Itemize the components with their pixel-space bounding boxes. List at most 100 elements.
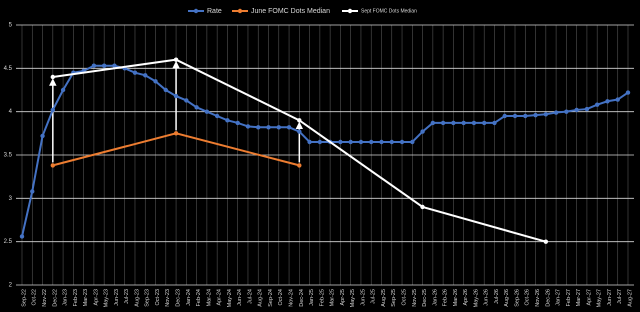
point (204, 109, 210, 114)
point (379, 139, 384, 145)
x-tick-label: Jun-23 (114, 289, 120, 306)
point (317, 139, 323, 145)
x-tick-label: Nov-25 (412, 289, 418, 307)
y-tick-label: 4.5 (4, 66, 13, 72)
point (440, 120, 446, 126)
point (50, 107, 56, 113)
x-tick-label: Feb-23 (73, 289, 79, 306)
point (297, 129, 302, 134)
x-tick-label: Jul-27 (617, 289, 623, 304)
x-tick-label: Apr-25 (340, 289, 346, 306)
point (50, 163, 56, 168)
x-tick-label: Oct-22 (32, 289, 38, 306)
x-tick-label: Mar-23 (83, 289, 89, 306)
point (173, 57, 179, 62)
point (369, 139, 374, 145)
x-tick-label: Nov-24 (289, 289, 295, 307)
x-tick-label: Jul-26 (494, 289, 500, 304)
point (101, 63, 107, 68)
point (461, 120, 466, 126)
x-tick-label: Dec-22 (52, 289, 58, 307)
x-tick-label: Mar-26 (453, 289, 459, 306)
x-tick-label: Jun-24 (237, 289, 243, 306)
point (163, 87, 168, 93)
point (40, 133, 45, 139)
x-tick-label: Jun-26 (484, 289, 490, 306)
point (153, 79, 158, 84)
point (451, 120, 456, 126)
x-tick-label: Sep-23 (145, 289, 151, 307)
point (19, 234, 25, 239)
legend-label: Rate (207, 8, 222, 15)
point (225, 118, 230, 123)
point (256, 125, 261, 130)
point (112, 63, 117, 68)
x-tick-label: Oct-26 (525, 289, 531, 306)
x-tick-label: Sep-26 (514, 289, 520, 307)
point (132, 70, 138, 75)
legend-label: Sept FOMC Dots Median (361, 8, 417, 14)
x-tick-label: Aug-24 (258, 289, 264, 307)
x-tick-label: Jul-25 (371, 289, 377, 304)
x-tick-label: Jan-25 (309, 289, 315, 306)
y-tick-label: 5 (9, 23, 13, 29)
y-tick-label: 3 (9, 196, 13, 202)
point (173, 131, 179, 136)
point (605, 99, 610, 104)
x-tick-label: Nov-22 (42, 289, 48, 307)
point (194, 105, 199, 110)
point (297, 118, 302, 123)
point (389, 139, 394, 145)
x-tick-label: May-23 (104, 289, 110, 307)
point (235, 120, 240, 126)
x-tick-label: Feb-27 (566, 289, 572, 306)
legend-marker (193, 8, 199, 14)
point (286, 125, 292, 130)
point (502, 113, 507, 119)
point (91, 63, 97, 68)
point (471, 120, 477, 126)
point (420, 204, 425, 210)
x-tick-label: Apr-26 (463, 289, 469, 306)
point (276, 125, 281, 130)
x-tick-label: Jun-25 (360, 289, 366, 306)
x-tick-label: Jul-23 (124, 289, 130, 304)
point (512, 113, 518, 119)
point (615, 97, 620, 102)
point (584, 106, 590, 112)
point (266, 125, 271, 130)
x-tick-label: Dec-23 (176, 289, 182, 307)
x-tick-label: May-24 (227, 289, 233, 307)
x-tick-label: Dec-26 (545, 289, 551, 307)
x-tick-label: Apr-23 (93, 289, 99, 306)
x-tick-label: Aug-27 (627, 289, 633, 307)
x-tick-label: Jan-23 (63, 289, 69, 306)
x-tick-label: May-27 (597, 289, 603, 307)
point (523, 113, 528, 119)
x-tick-label: Aug-26 (504, 289, 510, 307)
point (30, 189, 35, 194)
x-tick-label: Nov-26 (535, 289, 541, 307)
point (574, 107, 579, 113)
x-tick-label: Jan-27 (556, 289, 562, 306)
x-tick-label: Sep-25 (391, 289, 397, 307)
x-tick-label: Sep-22 (21, 289, 27, 307)
x-tick-label: Mar-27 (576, 289, 582, 306)
series-line (21, 64, 629, 237)
x-tick-label: Jan-24 (186, 289, 192, 306)
x-tick-label: Oct-25 (401, 289, 407, 306)
point (543, 112, 549, 117)
legend-marker (237, 8, 243, 14)
x-tick-label: Feb-26 (443, 289, 449, 306)
x-tick-label: May-26 (473, 289, 479, 307)
x-tick-label: Nov-23 (165, 289, 171, 307)
point (60, 87, 66, 93)
point (492, 120, 497, 126)
point (430, 120, 436, 126)
point (214, 113, 220, 119)
point (533, 112, 538, 118)
point (338, 139, 343, 145)
x-tick-label: Aug-23 (134, 289, 140, 307)
legend-label: June FOMC Dots Median (251, 8, 330, 15)
y-tick-label: 3.5 (4, 153, 13, 159)
